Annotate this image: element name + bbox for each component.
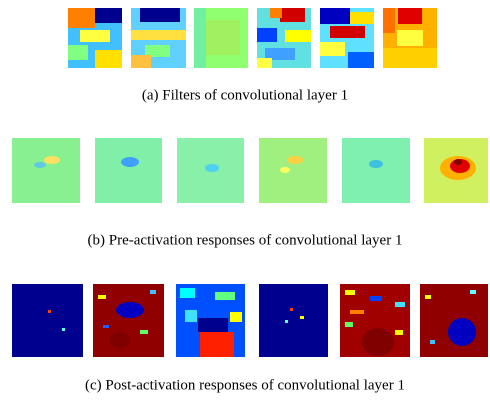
figure: (a) Filters of convolutional layer 1 (b)… — [0, 0, 490, 401]
image-region — [398, 8, 422, 24]
image-region — [110, 332, 130, 348]
pre-activation-3 — [177, 138, 244, 203]
image-region — [345, 322, 353, 327]
image-region — [103, 325, 109, 328]
filter-1 — [68, 8, 122, 68]
image-region — [290, 308, 293, 311]
image-region — [280, 8, 305, 22]
image-region — [330, 26, 365, 38]
image-region — [185, 310, 197, 322]
image-region — [320, 8, 350, 24]
image-region — [131, 55, 151, 68]
image-region — [44, 156, 60, 164]
image-region — [350, 310, 364, 314]
image-region — [345, 290, 355, 295]
image-region — [230, 312, 242, 322]
image-region — [68, 45, 88, 60]
pre-activation-6 — [424, 138, 488, 203]
image-region — [395, 330, 403, 335]
image-region — [300, 316, 304, 319]
image-region — [362, 328, 394, 356]
image-region — [425, 295, 431, 299]
image-region — [370, 296, 382, 301]
image-region — [395, 302, 405, 307]
image-region — [12, 284, 83, 357]
image-region — [194, 8, 206, 68]
post-activation-3 — [176, 284, 245, 357]
image-region — [259, 284, 328, 357]
image-region — [420, 284, 488, 357]
filter-4 — [257, 8, 311, 68]
post-activation-4 — [259, 284, 328, 357]
image-region — [383, 8, 395, 33]
image-region — [93, 284, 164, 357]
image-region — [342, 138, 410, 203]
image-region — [12, 138, 80, 203]
image-region — [68, 8, 95, 28]
image-region — [121, 157, 139, 167]
image-region — [215, 292, 235, 300]
image-region — [95, 50, 122, 68]
image-region — [257, 28, 277, 42]
image-region — [80, 30, 110, 42]
post-activation-6 — [420, 284, 488, 357]
image-region — [280, 167, 290, 173]
post-activation-2 — [93, 284, 164, 357]
pre-activation-1 — [12, 138, 80, 203]
image-region — [140, 330, 148, 334]
filter-2 — [131, 8, 186, 68]
filter-3 — [194, 8, 248, 68]
image-region — [287, 156, 303, 164]
image-region — [285, 30, 311, 42]
image-region — [257, 58, 272, 68]
image-region — [285, 320, 288, 323]
filter-5 — [320, 8, 374, 68]
image-region — [350, 12, 374, 24]
image-region — [259, 138, 327, 203]
image-region — [369, 160, 383, 168]
image-region — [454, 159, 462, 165]
image-region — [198, 318, 228, 332]
post-activation-5 — [340, 284, 410, 357]
image-region — [205, 164, 219, 172]
image-region — [62, 328, 65, 331]
image-region — [270, 8, 282, 18]
image-region — [48, 310, 51, 313]
post-activation-1 — [12, 284, 83, 357]
image-region — [131, 30, 186, 40]
caption: (c) Post-activation responses of convolu… — [85, 377, 405, 393]
filter-6 — [383, 8, 437, 68]
image-region — [383, 48, 437, 68]
image-region — [116, 302, 144, 318]
image-region — [320, 42, 345, 56]
caption: (a) Filters of convolutional layer 1 — [142, 87, 348, 103]
image-region — [95, 138, 162, 203]
image-region — [98, 295, 106, 299]
image-region — [470, 290, 476, 294]
caption: (b) Pre-activation responses of convolut… — [88, 232, 403, 248]
image-region — [348, 52, 374, 68]
image-region — [34, 162, 46, 168]
image-region — [448, 318, 476, 346]
pre-activation-5 — [342, 138, 410, 203]
image-region — [180, 288, 195, 298]
pre-activation-2 — [95, 138, 162, 203]
image-region — [150, 290, 156, 294]
pre-activation-4 — [259, 138, 327, 203]
image-region — [95, 8, 122, 23]
image-region — [200, 332, 234, 357]
image-region — [430, 340, 435, 344]
image-region — [397, 30, 423, 46]
image-region — [140, 8, 180, 22]
